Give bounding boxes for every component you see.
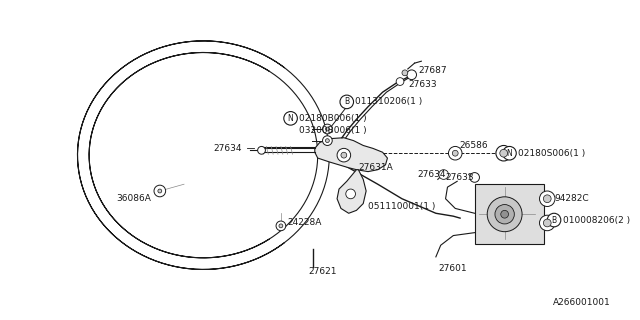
FancyBboxPatch shape bbox=[475, 184, 545, 244]
Circle shape bbox=[341, 152, 347, 158]
Circle shape bbox=[470, 172, 479, 182]
Circle shape bbox=[276, 221, 285, 231]
Circle shape bbox=[543, 195, 551, 203]
Circle shape bbox=[502, 147, 516, 160]
Text: 051110001(1 ): 051110001(1 ) bbox=[368, 202, 435, 211]
Text: 010008206(2 ): 010008206(2 ) bbox=[563, 216, 630, 225]
Circle shape bbox=[396, 78, 404, 85]
Text: 27634: 27634 bbox=[417, 170, 445, 179]
Polygon shape bbox=[315, 138, 387, 172]
Circle shape bbox=[449, 147, 462, 160]
Text: 03200B006(1 ): 03200B006(1 ) bbox=[300, 126, 367, 135]
Circle shape bbox=[543, 219, 551, 227]
Text: 94282C: 94282C bbox=[554, 194, 589, 203]
Circle shape bbox=[326, 139, 330, 143]
Text: 011310206(1 ): 011310206(1 ) bbox=[355, 97, 423, 106]
Text: N: N bbox=[507, 149, 513, 158]
Text: 26586: 26586 bbox=[459, 141, 488, 150]
Text: 27687: 27687 bbox=[419, 66, 447, 76]
Text: 27633: 27633 bbox=[409, 80, 437, 89]
Circle shape bbox=[258, 147, 266, 154]
Text: 24228A: 24228A bbox=[287, 219, 322, 228]
Text: 27601: 27601 bbox=[439, 264, 467, 273]
Circle shape bbox=[500, 210, 509, 218]
Text: 27621: 27621 bbox=[308, 267, 337, 276]
Circle shape bbox=[158, 189, 162, 193]
Circle shape bbox=[439, 170, 449, 180]
Text: 02180B006(1 ): 02180B006(1 ) bbox=[300, 114, 367, 123]
Circle shape bbox=[496, 146, 511, 161]
Circle shape bbox=[487, 197, 522, 232]
Circle shape bbox=[407, 70, 417, 80]
Text: 27634: 27634 bbox=[213, 144, 241, 153]
Text: 27631A: 27631A bbox=[358, 163, 393, 172]
Text: B: B bbox=[552, 216, 557, 225]
Circle shape bbox=[402, 70, 408, 76]
Text: 02180S006(1 ): 02180S006(1 ) bbox=[518, 149, 586, 158]
Polygon shape bbox=[337, 170, 366, 213]
Text: A266001001: A266001001 bbox=[552, 298, 610, 307]
Circle shape bbox=[337, 148, 351, 162]
Text: 27633: 27633 bbox=[445, 173, 474, 182]
Circle shape bbox=[340, 95, 353, 109]
Circle shape bbox=[500, 149, 508, 157]
Circle shape bbox=[540, 191, 555, 206]
Circle shape bbox=[346, 189, 355, 199]
Text: 36086A: 36086A bbox=[116, 194, 151, 203]
Circle shape bbox=[495, 204, 515, 224]
Circle shape bbox=[154, 185, 166, 197]
Text: N: N bbox=[288, 114, 294, 123]
Circle shape bbox=[284, 112, 298, 125]
Circle shape bbox=[452, 150, 458, 156]
Circle shape bbox=[279, 224, 283, 228]
Circle shape bbox=[323, 124, 332, 134]
Circle shape bbox=[547, 213, 561, 227]
Text: B: B bbox=[344, 97, 349, 106]
Circle shape bbox=[540, 215, 555, 231]
Circle shape bbox=[326, 127, 330, 131]
Circle shape bbox=[323, 136, 332, 146]
